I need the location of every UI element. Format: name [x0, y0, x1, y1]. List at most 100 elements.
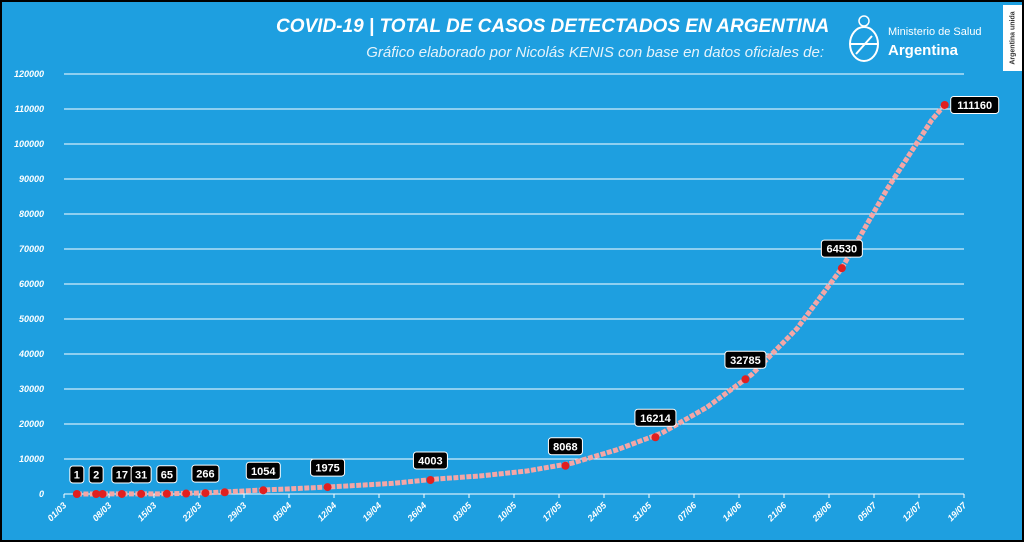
x-tick-label: 26/04: [405, 500, 429, 524]
data-label-text: 1: [74, 469, 80, 481]
chart-subtitle: Gráfico elaborado por Nicolás KENIS con …: [366, 44, 824, 61]
data-label: 4003: [412, 451, 448, 470]
y-tick-label: 20000: [18, 419, 44, 429]
y-tick-label: 0: [39, 489, 44, 499]
y-tick-label: 90000: [19, 174, 44, 184]
y-tick-label: 50000: [19, 314, 44, 324]
data-label-box: [245, 461, 281, 480]
y-tick-label: 40000: [18, 349, 44, 359]
data-label-box: [412, 451, 448, 470]
data-label-text: 111160: [957, 100, 992, 112]
data-label: 1: [69, 465, 85, 484]
data-point: [117, 489, 126, 498]
data-point: [323, 483, 332, 492]
x-tick-label: 10/05: [495, 500, 519, 524]
data-label: 32785: [724, 350, 767, 369]
data-label-box: [156, 465, 178, 484]
data-label-text: 65: [161, 469, 173, 481]
data-point: [651, 433, 660, 442]
x-tick-label: 01/03: [45, 500, 68, 523]
data-label: 31: [130, 465, 152, 484]
data-label-text: 64530: [827, 244, 858, 256]
data-label-text: 16214: [640, 413, 671, 425]
y-axis-ticks: 0 10000 20000 30000 40000 50000 60000 70000 8000…: [14, 69, 44, 499]
data-point: [837, 264, 846, 273]
x-tick-label: 28/06: [810, 500, 834, 524]
x-tick-label: 14/06: [720, 500, 744, 524]
data-point: [220, 488, 229, 497]
y-tick-label: 30000: [19, 384, 44, 394]
data-label: 65: [156, 465, 178, 484]
data-point: [72, 489, 81, 498]
data-label: 2: [88, 465, 104, 484]
data-label-box: [724, 350, 767, 369]
data-label-text: 4003: [418, 455, 442, 467]
data-label: 1975: [310, 458, 346, 477]
y-tick-label: 60000: [19, 279, 44, 289]
data-point: [92, 489, 101, 498]
y-tick-label: 10000: [19, 454, 44, 464]
data-label: 266: [191, 464, 220, 483]
data-label-text: 8068: [553, 441, 577, 453]
chart-title: COVID-19 | TOTAL DE CASOS DETECTADOS EN …: [276, 16, 830, 37]
argentina-seal-icon: [849, 15, 879, 62]
data-label-text: 1975: [315, 463, 339, 475]
data-label-box: [547, 437, 583, 456]
x-tick-label: 08/03: [90, 500, 113, 523]
data-label-box: [820, 239, 863, 258]
data-label-text: 2: [93, 469, 99, 481]
data-point: [162, 489, 171, 498]
data-label: 16214: [634, 408, 677, 427]
series-markers: [72, 100, 949, 498]
x-tick-label: 22/03: [180, 500, 204, 524]
x-tick-label: 24/05: [585, 500, 609, 524]
data-label-box: [634, 408, 677, 427]
x-tick-label: 15/03: [135, 500, 158, 523]
y-tick-label: 100000: [14, 139, 44, 149]
data-labels: 1 2 17 31 65 266 1054 1975 4003 8068 16214 32785 645…: [69, 95, 1000, 484]
data-label: 1054: [245, 461, 281, 480]
data-label-box: [950, 95, 1000, 114]
series-line: [76, 103, 947, 497]
x-tick-label: 05/04: [270, 500, 293, 523]
data-label: 111160: [950, 95, 1000, 114]
data-point: [561, 461, 570, 470]
ministry-line2: Argentina: [888, 42, 959, 59]
data-point: [137, 489, 146, 498]
ministry-logo: Ministerio de Salud Argentina: [844, 12, 994, 68]
data-label: 8068: [547, 437, 583, 456]
x-tick-label: 03/05: [450, 500, 474, 524]
data-label-text: 17: [116, 469, 128, 481]
argentina-unida-badge: Argentina unida: [1003, 5, 1022, 71]
x-tick-label: 19/04: [360, 500, 383, 523]
data-label-box: [310, 458, 346, 477]
data-label-text: 266: [196, 469, 214, 481]
data-label: 64530: [820, 239, 863, 258]
data-label-text: 32785: [730, 355, 761, 367]
x-tick-label: 17/05: [540, 500, 564, 524]
x-tick-label: 31/05: [630, 500, 654, 524]
data-label-text: 31: [135, 469, 147, 481]
data-point: [98, 489, 107, 498]
data-label: 17: [111, 465, 133, 484]
ministry-line1: Ministerio de Salud: [888, 26, 982, 38]
data-point: [201, 489, 210, 498]
data-point: [426, 475, 435, 484]
y-tick-label: 80000: [19, 209, 44, 219]
data-label-box: [69, 465, 85, 484]
y-tick-label: 110000: [15, 104, 44, 114]
y-tick-label: 70000: [19, 244, 44, 254]
data-label-box: [88, 465, 104, 484]
x-tick-label: 12/04: [315, 500, 338, 523]
data-label-text: 1054: [251, 466, 276, 478]
data-point: [182, 489, 191, 498]
x-tick-label: 19/07: [945, 500, 969, 524]
series-lines: [76, 103, 947, 497]
data-label-box: [191, 464, 220, 483]
data-point: [259, 486, 268, 495]
x-axis-ticks: 01/03 08/03 15/03 22/03 29/03 05/04 12/04 19/04…: [45, 494, 969, 524]
data-point: [741, 375, 750, 384]
x-tick-label: 07/06: [675, 500, 699, 524]
